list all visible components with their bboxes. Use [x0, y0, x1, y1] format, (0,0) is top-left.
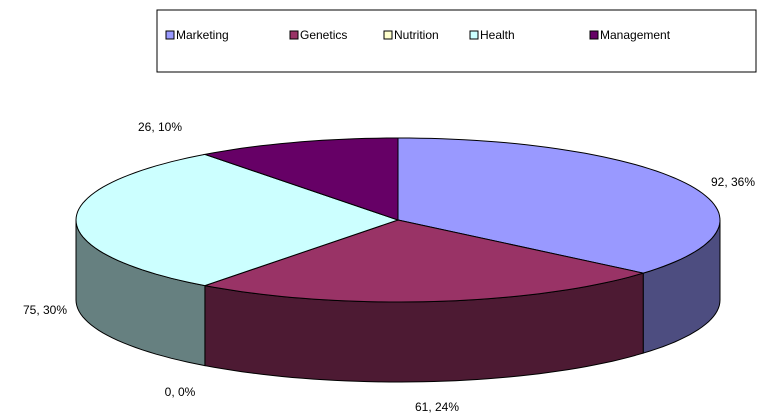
- pie-slice: [202, 219, 644, 303]
- legend-swatch: [289, 30, 299, 40]
- legend-swatch: [469, 30, 479, 40]
- legend-label: Management: [600, 28, 671, 42]
- legend-swatch: [383, 30, 393, 40]
- legend-label: Nutrition: [394, 28, 439, 42]
- legend-swatch: [589, 30, 599, 40]
- data-label: 0, 0%: [165, 385, 196, 399]
- legend-label: Health: [480, 28, 515, 42]
- data-label: 26, 10%: [138, 120, 182, 134]
- pie-slice: [202, 137, 399, 221]
- pie-slice: [75, 153, 400, 287]
- pie-slice: [397, 137, 721, 274]
- data-label: 61, 24%: [415, 400, 459, 414]
- data-label: 75, 30%: [23, 303, 67, 317]
- legend-label: Genetics: [300, 28, 347, 42]
- data-label: 92, 36%: [711, 175, 755, 189]
- legend-swatch: [165, 30, 175, 40]
- legend-label: Marketing: [176, 28, 229, 42]
- legend-box: [156, 9, 757, 73]
